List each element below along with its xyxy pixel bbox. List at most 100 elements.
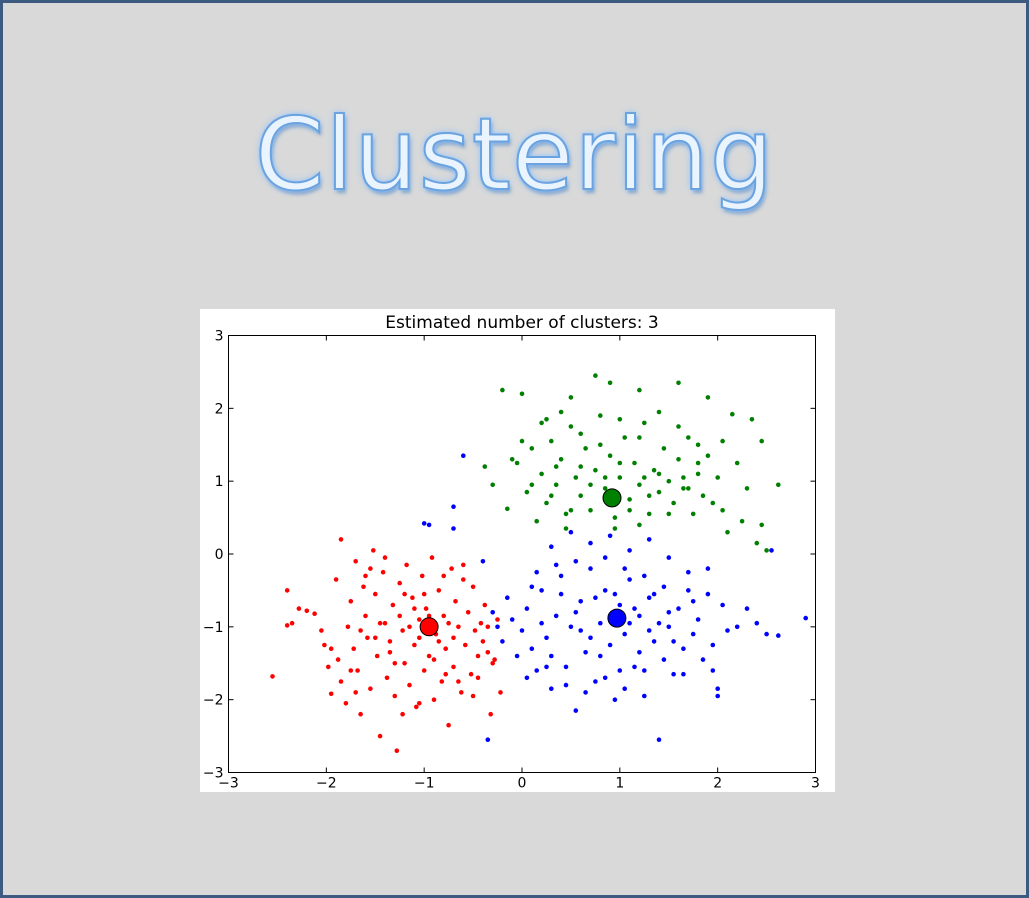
data-point [549, 653, 554, 659]
data-point [661, 584, 667, 590]
data-point [417, 635, 422, 641]
data-point [412, 606, 417, 611]
data-point [490, 661, 496, 666]
data-point [686, 435, 691, 440]
data-point [646, 595, 652, 600]
data-point [270, 674, 275, 679]
data-point [465, 610, 471, 615]
data-point [759, 522, 764, 528]
data-point [695, 460, 701, 466]
data-point [319, 628, 324, 633]
x-tick-label: 0 [518, 776, 527, 792]
data-point [656, 737, 662, 742]
data-point [686, 588, 691, 593]
data-point [637, 650, 642, 655]
points-layer [270, 373, 808, 753]
data-point [436, 639, 442, 644]
data-point [534, 569, 539, 575]
data-point [666, 624, 672, 630]
data-point [690, 599, 696, 604]
data-point [495, 617, 500, 622]
data-point [485, 624, 491, 630]
data-point [666, 555, 672, 560]
data-point [400, 711, 405, 717]
data-point [446, 620, 451, 626]
data-point [544, 417, 549, 422]
cluster-center [419, 617, 439, 637]
data-point [544, 635, 549, 641]
data-point [730, 411, 735, 417]
data-point [612, 697, 618, 702]
data-point [529, 584, 535, 590]
data-point [539, 471, 544, 477]
data-point [400, 628, 405, 633]
data-point [632, 460, 637, 466]
data-point [593, 467, 598, 473]
data-point [637, 482, 642, 488]
data-point [490, 482, 496, 488]
data-point [544, 664, 549, 670]
data-point [637, 613, 642, 619]
data-point [382, 555, 388, 560]
data-point [764, 631, 769, 637]
data-point [642, 420, 647, 426]
data-point [534, 518, 539, 524]
data-point [553, 482, 559, 488]
data-point [368, 566, 373, 571]
y-tick-label: −2 [203, 693, 224, 709]
data-point [573, 708, 579, 713]
data-point [377, 620, 383, 626]
cluster-center [607, 608, 627, 628]
data-point [715, 475, 720, 480]
data-point [338, 679, 344, 684]
data-point [431, 657, 437, 662]
data-point [598, 442, 603, 448]
data-point [421, 668, 427, 673]
data-point [578, 599, 583, 604]
data-point [627, 577, 632, 582]
data-point [519, 628, 525, 633]
data-point [296, 606, 302, 611]
data-point [593, 679, 598, 684]
data-point [461, 577, 466, 582]
data-point [390, 602, 396, 608]
data-point [534, 668, 539, 673]
data-point [443, 646, 448, 651]
data-point [583, 690, 588, 695]
data-point [524, 606, 530, 611]
data-point [558, 409, 564, 415]
data-point [681, 671, 686, 677]
data-point [472, 628, 478, 633]
data-point [488, 711, 494, 717]
data-point [478, 620, 484, 626]
data-point [387, 650, 393, 655]
data-point [744, 486, 750, 491]
data-point [480, 559, 486, 564]
data-point [441, 573, 446, 579]
data-point [373, 635, 378, 641]
data-point [695, 471, 701, 477]
data-point [715, 693, 720, 699]
data-point [480, 639, 486, 644]
data-point [627, 508, 632, 513]
data-point [690, 511, 696, 517]
scatter-chart: −3 −2 −1 0 1 2 3 −3 −2 −1 0 1 2 3 Estimated number of… [203, 313, 820, 792]
data-point [558, 457, 564, 462]
data-point [607, 380, 613, 386]
data-point [505, 506, 510, 512]
x-tick-label: 3 [811, 776, 820, 792]
centers-layer [419, 488, 627, 637]
data-point [578, 431, 583, 437]
data-point [495, 624, 500, 630]
data-point [602, 588, 608, 593]
data-point [549, 686, 554, 691]
data-point [593, 595, 598, 600]
data-point [392, 693, 398, 699]
data-point [720, 602, 725, 608]
data-point [583, 650, 588, 655]
data-point [588, 540, 593, 546]
data-point [343, 701, 349, 706]
data-point [549, 438, 554, 444]
data-point [676, 424, 681, 429]
data-point [443, 671, 448, 677]
